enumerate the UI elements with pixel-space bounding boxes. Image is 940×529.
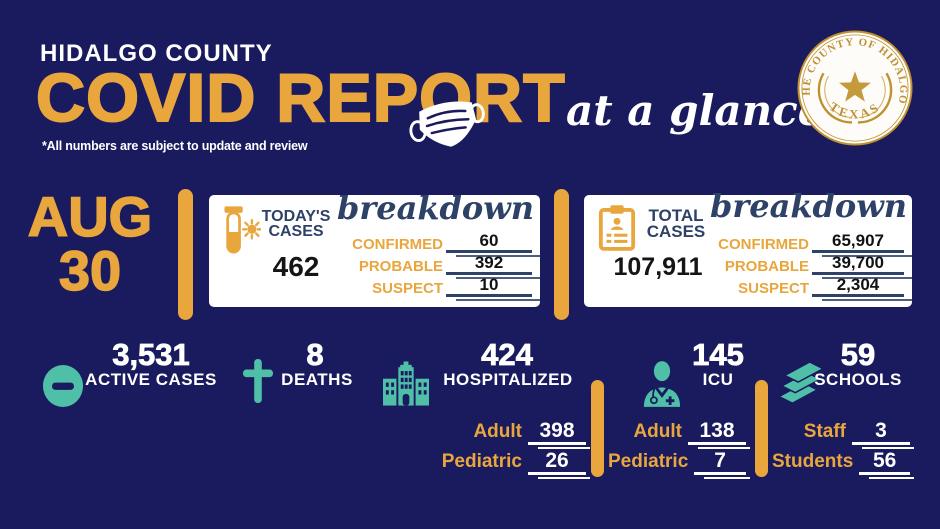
report-date: AUG 30 [22,185,158,302]
icu-value: 145 [692,337,745,373]
breakdown-row: CONFIRMED 65,907 [702,232,912,257]
county-seal-icon: THE COUNTY OF HIDALGO TEXAS [796,29,913,146]
hospitalized-breakdown: Adult 398 Pediatric 26 [408,420,590,481]
deaths-label: DEATHS [281,370,353,389]
minus-circle-icon [42,365,84,407]
active-cases-label: ACTIVE CASES [85,370,217,389]
sub-row: Pediatric 7 [608,450,750,479]
schools-label: SCHOOLS [814,370,902,389]
breakdown-row: CONFIRMED 60 [325,232,540,257]
breakdown-title: breakdown [710,187,908,225]
sub-row: Adult 398 [408,420,590,449]
date-day: 30 [58,239,122,302]
schools-value: 59 [840,337,876,373]
todays-breakdown: CONFIRMED 60 PROBABLE 392 SUSPECT 10 [325,232,540,301]
schools-breakdown: Staff 3 Students 56 [772,420,914,481]
breakdown-row: PROBABLE 392 [325,254,540,279]
sub-row: Students 56 [772,450,914,479]
todays-cases-label: TODAY'S CASES [261,208,331,240]
icu-label: ICU [702,370,734,389]
doctor-icon [643,361,681,407]
active-cases-value: 3,531 [112,337,190,373]
breakdown-row: SUSPECT 2,304 [702,276,912,301]
seal-wreath [817,72,893,124]
divider-bar [178,189,193,320]
seal-star [839,71,871,102]
sub-row: Pediatric 26 [408,450,590,479]
face-mask-icon [409,101,485,147]
deaths-value: 8 [306,337,324,373]
todays-cases-value: 462 [272,251,320,282]
test-tube-icon [224,206,261,254]
hospitalized-label: HOSPITALIZED [443,370,573,389]
breakdown-title: breakdown [337,189,535,227]
total-cases-label: TOTAL CASES [646,206,706,241]
date-month: AUG [27,185,153,248]
breakdown-row: SUSPECT 10 [325,276,540,301]
disclaimer-note: *All numbers are subject to update and r… [42,139,308,153]
breakdown-row: PROBABLE 39,700 [702,254,912,279]
hospitalized-value: 424 [481,337,534,373]
divider-bar [755,380,768,477]
total-cases-card: TOTAL CASES 107,911 breakdown CONFIRMED … [584,189,912,307]
divider-bar [591,380,604,477]
total-cases-value: 107,911 [613,253,703,281]
sub-row: Adult 138 [608,420,750,449]
books-icon [778,361,824,405]
divider-bar [554,189,569,320]
hospital-icon [383,361,429,406]
sub-row: Staff 3 [772,420,914,449]
total-breakdown: CONFIRMED 65,907 PROBABLE 39,700 SUSPECT… [702,232,912,301]
cross-icon [243,359,273,403]
icu-breakdown: Adult 138 Pediatric 7 [608,420,750,481]
county-name: HIDALGO COUNTY [40,40,273,67]
todays-cases-card: TODAY'S CASES 462 breakdown CONFIRMED 60… [209,191,540,307]
clipboard-icon [598,205,636,251]
